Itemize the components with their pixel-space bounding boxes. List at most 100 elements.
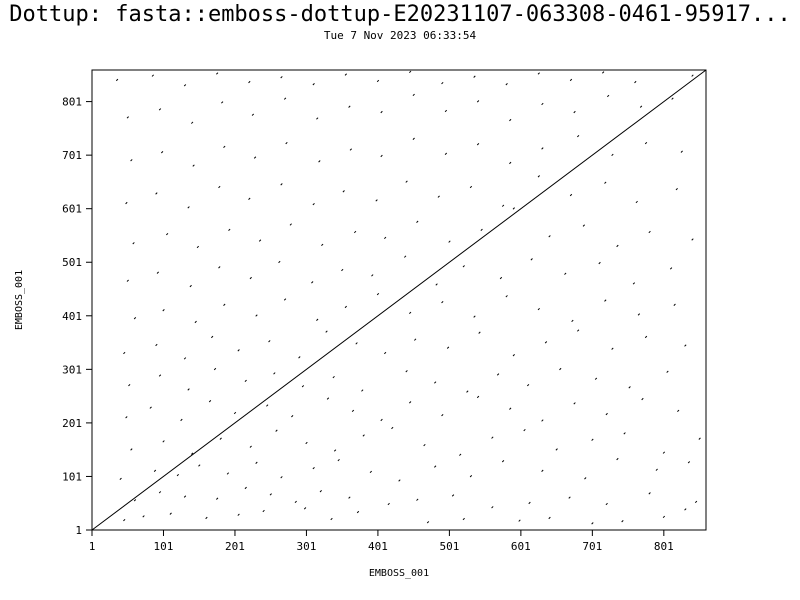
match-dot (544, 341, 548, 344)
x-tick-label: 301 (296, 540, 316, 553)
match-dot (666, 370, 669, 373)
match-dot (641, 397, 644, 401)
match-dot (223, 145, 226, 149)
match-dot (573, 110, 576, 114)
match-dot (387, 502, 390, 506)
match-dot (126, 116, 129, 119)
match-dot (644, 335, 648, 339)
match-dot (376, 79, 380, 83)
match-dot (537, 175, 540, 178)
match-dot (616, 244, 619, 248)
match-dot (476, 395, 480, 399)
match-dot (537, 307, 540, 311)
match-dot (448, 240, 451, 243)
match-dot (441, 413, 444, 417)
match-dot (405, 370, 408, 373)
x-tick-label: 701 (582, 540, 602, 553)
y-tick-label: 801 (62, 96, 82, 109)
x-tick-label: 601 (511, 540, 531, 553)
match-dot (312, 83, 315, 86)
match-dot (673, 303, 676, 306)
match-dot (316, 117, 319, 120)
match-dot (251, 113, 255, 116)
match-dot (262, 509, 265, 513)
match-dot (541, 419, 544, 422)
match-dot (151, 74, 154, 77)
match-dot (476, 100, 480, 103)
x-tick-label: 1 (89, 540, 96, 553)
match-dot (266, 404, 269, 407)
match-dot (149, 406, 152, 409)
match-dot (537, 72, 540, 75)
match-dot (353, 230, 357, 234)
match-dot (211, 335, 214, 339)
match-dot (412, 93, 415, 97)
match-dot (321, 243, 324, 246)
match-dot (369, 470, 373, 474)
match-dot (559, 367, 562, 371)
match-dot (496, 373, 500, 376)
match-dot (434, 465, 437, 468)
match-dot (380, 418, 383, 422)
match-dot (383, 351, 387, 355)
match-dot (512, 207, 515, 210)
match-dot (342, 190, 345, 193)
match-dot (383, 236, 387, 240)
match-dot (405, 180, 408, 183)
match-dot (351, 409, 355, 413)
x-tick-label: 401 (368, 540, 388, 553)
match-dot (341, 268, 344, 272)
match-dot (169, 512, 172, 515)
x-tick-label: 101 (154, 540, 174, 553)
match-dot (355, 342, 358, 345)
match-dot (142, 515, 145, 518)
match-dot (125, 201, 128, 205)
match-dot (130, 159, 133, 162)
match-dot (416, 220, 419, 223)
match-dot (423, 443, 426, 447)
match-dot (291, 415, 294, 418)
match-dot (255, 314, 258, 317)
match-dot (605, 502, 608, 506)
match-dot (655, 468, 658, 471)
match-dot (441, 81, 444, 85)
match-dot (133, 317, 137, 320)
match-dot (268, 340, 271, 343)
match-dot (380, 154, 383, 158)
match-dot (491, 506, 494, 509)
y-tick-label: 601 (62, 203, 82, 216)
match-dot (611, 153, 614, 157)
match-dot (602, 71, 605, 74)
match-dot (621, 520, 624, 523)
match-dot (469, 475, 473, 478)
match-dot (255, 461, 258, 464)
match-dot (362, 434, 365, 437)
match-dot (441, 300, 444, 304)
match-dot (258, 239, 262, 242)
match-dot (684, 508, 687, 511)
match-dot (409, 401, 412, 404)
match-dot (223, 303, 226, 306)
match-dot (213, 367, 217, 371)
match-dot (301, 385, 305, 388)
match-dot (294, 500, 297, 504)
match-dot (404, 255, 407, 258)
match-dot (435, 283, 438, 286)
match-dot (305, 441, 308, 445)
match-dot (480, 228, 483, 232)
match-dot (133, 499, 137, 502)
match-dot (244, 379, 247, 383)
match-dot (356, 510, 360, 514)
match-dot (391, 426, 394, 430)
match-dot (194, 320, 197, 324)
match-dot (478, 331, 481, 334)
match-dot (348, 105, 351, 108)
match-dot (325, 330, 328, 333)
match-dot (326, 397, 330, 400)
y-tick-label: 201 (62, 417, 82, 430)
match-dot (115, 78, 119, 82)
x-axis: 1 101 201 301 401 501 601 701 801 (89, 530, 674, 553)
match-dot (283, 298, 287, 301)
match-dot (568, 496, 571, 499)
match-dot (285, 141, 288, 145)
